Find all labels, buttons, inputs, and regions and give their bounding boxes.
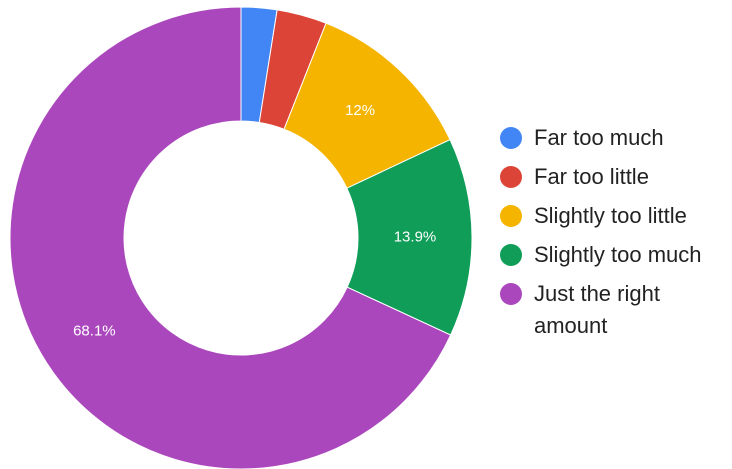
legend-item-far-too-much: Far too much: [500, 122, 732, 154]
donut-slices: [9, 6, 473, 469]
legend-label: Slightly too much: [534, 242, 702, 267]
slice-just-the-right-amount: [9, 6, 452, 469]
legend-swatch: [500, 283, 522, 305]
data-label-slightly-too-much: 13.9%: [394, 228, 437, 245]
legend-swatch: [500, 244, 522, 266]
chart-legend: Far too much Far too little Slightly too l…: [500, 122, 732, 349]
legend-item-slightly-too-much: Slightly too much: [500, 239, 732, 271]
legend-label: Just the right amount: [534, 281, 660, 338]
data-label-just-the-right-amount: 68.1%: [73, 323, 116, 340]
legend-item-slightly-too-little: Slightly too little: [500, 200, 732, 232]
legend-label: Slightly too little: [534, 203, 687, 228]
legend-label: Far too much: [534, 125, 664, 150]
legend-label: Far too little: [534, 164, 649, 189]
slice-labels: 12% 13.9% 68.1%: [73, 102, 436, 340]
legend-swatch: [500, 127, 522, 149]
legend-swatch: [500, 166, 522, 188]
legend-item-far-too-little: Far too little: [500, 161, 732, 193]
data-label-slightly-too-little: 12%: [345, 102, 375, 119]
legend-swatch: [500, 205, 522, 227]
legend-item-just-the-right-amount: Just the right amount: [500, 278, 732, 342]
